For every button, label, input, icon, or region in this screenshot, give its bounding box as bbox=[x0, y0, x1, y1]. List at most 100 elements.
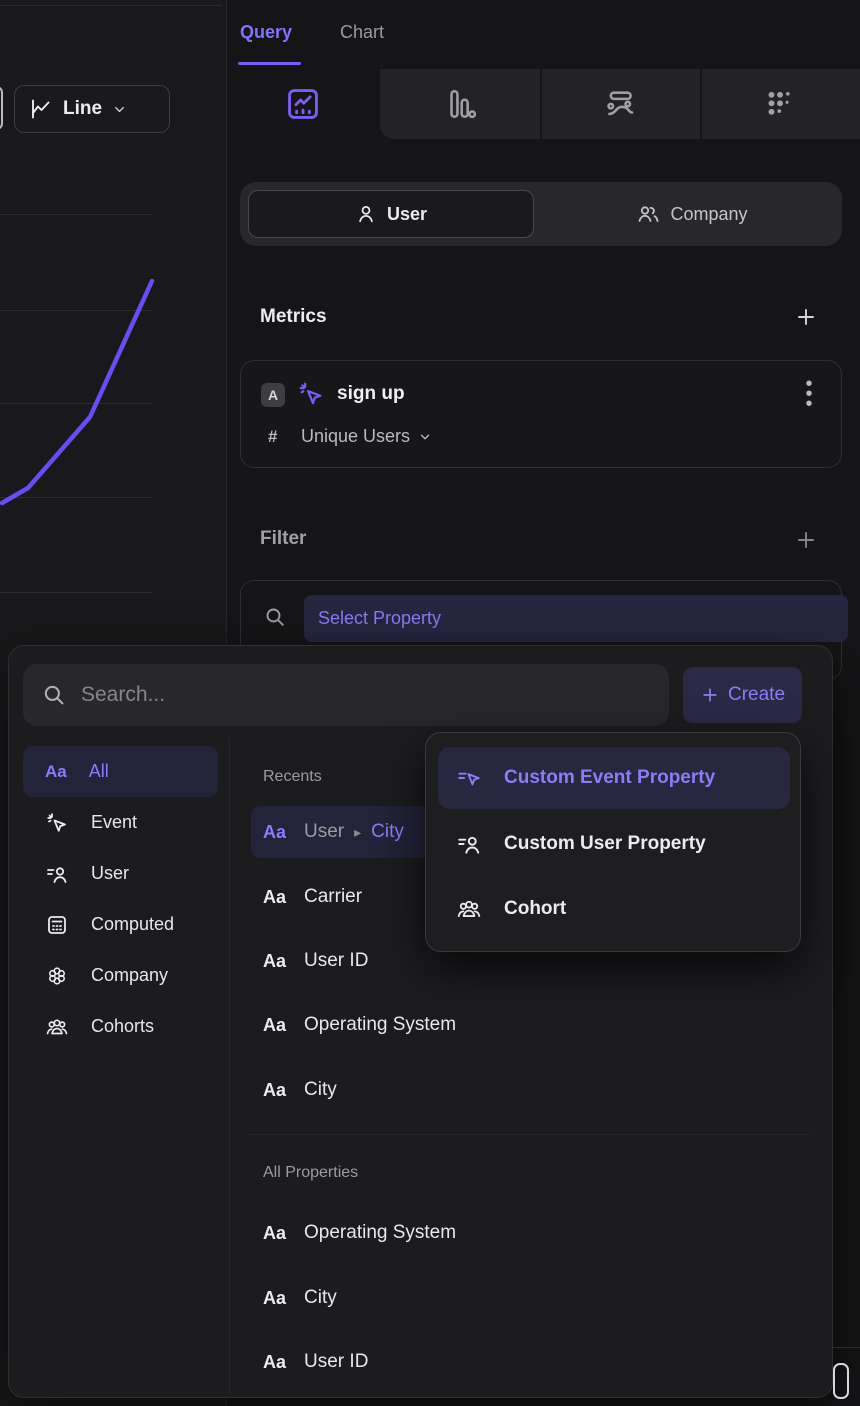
tab-separator bbox=[700, 69, 702, 139]
property-label: Carrier bbox=[304, 886, 363, 907]
chart-type-dropdown[interactable]: Line bbox=[14, 85, 170, 133]
menu-item-custom-user-property[interactable]: Custom User Property bbox=[438, 813, 790, 875]
crumb-parent: User bbox=[304, 821, 345, 842]
category-label: Computed bbox=[91, 914, 175, 934]
entity-user-label: User bbox=[386, 203, 428, 224]
cohorts-icon bbox=[46, 1018, 68, 1034]
recents-header: Recents bbox=[263, 768, 322, 785]
active-tab-underline bbox=[238, 62, 301, 65]
property-item[interactable]: Aa User ID bbox=[251, 1336, 811, 1388]
computed-icon bbox=[48, 915, 66, 934]
aggregation-dropdown[interactable]: Unique Users bbox=[301, 426, 432, 447]
query-panel: Query Chart bbox=[227, 0, 860, 680]
category-all[interactable]: Aa All bbox=[23, 746, 218, 797]
company-flower-icon bbox=[49, 966, 65, 985]
aa-icon: Aa bbox=[263, 1351, 287, 1372]
crumb-leaf: City bbox=[371, 821, 404, 842]
aa-icon: Aa bbox=[263, 821, 287, 842]
plus-icon bbox=[798, 532, 814, 548]
entity-option-company[interactable]: Company bbox=[550, 190, 834, 238]
category-label: Event bbox=[91, 812, 138, 832]
tab-chart[interactable]: Chart bbox=[340, 22, 385, 42]
property-item[interactable]: Aa City bbox=[251, 1272, 811, 1324]
picker-search-bar[interactable] bbox=[23, 664, 669, 726]
aa-icon: Aa bbox=[263, 1287, 287, 1308]
tab-query[interactable]: Query bbox=[240, 22, 293, 42]
recent-item-selected[interactable]: Aa User ▸ City bbox=[251, 806, 446, 858]
property-label: City bbox=[304, 1287, 337, 1308]
category-computed[interactable]: Computed bbox=[23, 899, 218, 950]
offscreen-toolbar-button[interactable] bbox=[0, 86, 3, 130]
event-spark-icon bbox=[47, 812, 66, 832]
aa-icon: Aa bbox=[263, 886, 287, 907]
search-icon bbox=[263, 605, 287, 629]
property-item[interactable]: Aa Operating System bbox=[251, 1207, 811, 1259]
line-chart-icon bbox=[29, 97, 53, 121]
chart-type-label: Line bbox=[63, 98, 103, 119]
breadcrumb: User ▸ City bbox=[304, 821, 404, 843]
chevron-down-icon bbox=[115, 106, 125, 112]
aa-icon: Aa bbox=[45, 761, 67, 781]
property-label: Operating System bbox=[304, 1222, 457, 1243]
custom-event-property-icon bbox=[458, 772, 480, 786]
aa-icon: Aa bbox=[263, 1079, 287, 1100]
aggregation-label: Unique Users bbox=[301, 426, 411, 446]
recent-item[interactable]: Aa Operating System bbox=[251, 999, 811, 1051]
add-metric-button[interactable] bbox=[792, 303, 820, 331]
property-label: User ID bbox=[304, 950, 369, 971]
tab-funnels[interactable] bbox=[380, 69, 540, 139]
menu-item-custom-event-property[interactable]: Custom Event Property bbox=[438, 747, 790, 809]
menu-item-cohort[interactable]: Cohort bbox=[438, 878, 790, 940]
tab-separator bbox=[540, 69, 542, 139]
cohort-icon bbox=[457, 900, 481, 917]
entity-toggle: User Company bbox=[240, 182, 842, 246]
category-user[interactable]: User bbox=[23, 848, 218, 899]
recent-item[interactable]: Aa User ID bbox=[251, 935, 811, 987]
plus-icon bbox=[703, 688, 717, 702]
plus-icon bbox=[798, 309, 814, 325]
tab-retention[interactable] bbox=[700, 69, 860, 139]
category-label: User bbox=[91, 863, 130, 883]
create-submenu: Custom Event Property Custom User Proper… bbox=[425, 732, 801, 952]
select-property-field[interactable]: Select Property bbox=[304, 595, 848, 642]
category-label: Company bbox=[91, 965, 169, 985]
category-cohorts[interactable]: Cohorts bbox=[23, 1001, 218, 1052]
event-spark-icon bbox=[297, 380, 325, 408]
recent-item[interactable]: Aa Carrier bbox=[251, 871, 811, 923]
picker-search-input[interactable] bbox=[81, 683, 651, 707]
metric-event-name: sign up bbox=[337, 383, 405, 404]
category-company[interactable]: Company bbox=[23, 950, 218, 1001]
property-label: Operating System bbox=[304, 1014, 457, 1035]
metric-letter-badge: A bbox=[261, 383, 285, 407]
user-icon bbox=[359, 205, 373, 223]
recent-item[interactable]: Aa City bbox=[251, 1064, 811, 1116]
property-label: User ID bbox=[304, 1351, 369, 1372]
line-series bbox=[0, 278, 155, 506]
menu-item-label: Custom Event Property bbox=[504, 767, 716, 788]
entity-company-label: Company bbox=[670, 203, 748, 224]
metric-card[interactable]: A sign up • • • # Unique Users bbox=[240, 360, 842, 468]
tab-flows[interactable] bbox=[540, 69, 700, 139]
metrics-heading: Metrics bbox=[260, 306, 327, 327]
property-label: City bbox=[304, 1079, 337, 1100]
funnels-icon bbox=[450, 89, 477, 119]
all-properties-header: All Properties bbox=[263, 1164, 359, 1181]
user-properties-icon bbox=[47, 866, 67, 883]
add-filter-button[interactable] bbox=[792, 526, 820, 554]
aa-icon: Aa bbox=[263, 1014, 287, 1035]
create-button[interactable]: Create bbox=[683, 667, 802, 723]
chevron-down-icon bbox=[420, 434, 430, 439]
company-users-icon bbox=[639, 206, 659, 222]
chevron-right-icon: ▸ bbox=[354, 823, 362, 840]
chart-card-top-border bbox=[0, 5, 222, 6]
create-label: Create bbox=[727, 684, 786, 705]
custom-user-property-icon bbox=[458, 836, 480, 854]
entity-option-user[interactable]: User bbox=[248, 190, 534, 238]
category-event[interactable]: Event bbox=[23, 797, 218, 848]
analysis-type-tabs bbox=[227, 69, 860, 139]
tab-insights[interactable] bbox=[243, 69, 363, 139]
metric-menu-button[interactable]: • • • bbox=[805, 373, 813, 415]
filter-heading: Filter bbox=[260, 528, 307, 549]
aa-icon: Aa bbox=[263, 1222, 287, 1243]
